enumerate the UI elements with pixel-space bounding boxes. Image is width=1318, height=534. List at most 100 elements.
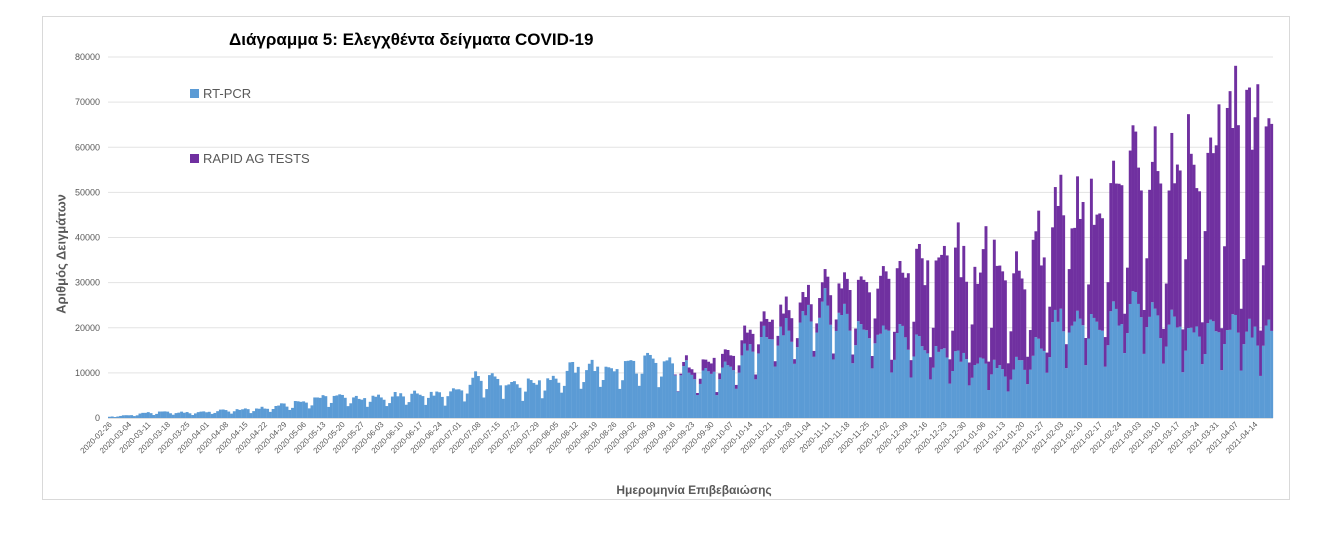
bar-rt-pcr — [698, 383, 702, 418]
bar-rt-pcr — [449, 391, 453, 418]
legend-label-rt-pcr: RT-PCR — [203, 86, 252, 101]
bar-rt-pcr — [673, 375, 677, 418]
bar-rapid-ag — [1009, 331, 1013, 380]
bar-rapid-ag — [840, 288, 844, 316]
bar-rapid-ag — [1156, 171, 1160, 316]
bar-rapid-ag — [915, 248, 919, 335]
bar-rt-pcr — [687, 372, 691, 418]
bar-rapid-ag — [1034, 231, 1038, 338]
bar-rt-pcr — [1112, 301, 1116, 418]
bar-rapid-ag — [1003, 280, 1007, 377]
bar-rt-pcr — [856, 321, 860, 418]
bar-rt-pcr — [363, 398, 367, 418]
bar-rt-pcr — [659, 376, 663, 418]
bar-rapid-ag — [820, 282, 824, 302]
bar-rt-pcr — [443, 405, 447, 418]
bar-rt-pcr — [1123, 353, 1127, 418]
bar-rapid-ag — [1056, 205, 1060, 322]
bar-rapid-ag — [807, 284, 810, 305]
bar-rt-pcr — [346, 406, 350, 418]
bar-rt-pcr — [266, 408, 270, 418]
bar-rapid-ag — [981, 249, 985, 359]
bar-rapid-ag — [1078, 218, 1082, 319]
legend-swatch-rt-pcr — [190, 89, 199, 98]
bar-rt-pcr — [551, 375, 555, 418]
bar-rt-pcr — [726, 365, 730, 418]
bar-rt-pcr — [748, 344, 752, 418]
bar-rt-pcr — [1037, 338, 1041, 418]
bar-rt-pcr — [693, 379, 697, 418]
y-tick-label: 70000 — [75, 97, 100, 107]
bar-rt-pcr — [773, 366, 777, 418]
bar-rapid-ag — [934, 260, 938, 347]
bar-rapid-ag — [787, 310, 791, 331]
bar-rapid-ag — [876, 288, 880, 335]
bar-rapid-ag — [1220, 328, 1224, 371]
bar-rapid-ag — [1217, 104, 1221, 333]
bar-rapid-ag — [1095, 214, 1099, 322]
bar-rt-pcr — [382, 399, 386, 418]
bar-rt-pcr — [1239, 370, 1243, 418]
bar-rapid-ag — [1173, 183, 1177, 317]
bar-rt-pcr — [990, 374, 993, 418]
bar-rt-pcr — [543, 390, 547, 418]
bar-rt-pcr — [1098, 329, 1102, 418]
bar-rt-pcr — [596, 366, 600, 418]
bar-rapid-ag — [709, 363, 713, 374]
bar-rapid-ag — [1259, 330, 1263, 376]
bar-rt-pcr — [463, 401, 466, 418]
bar-rt-pcr — [898, 324, 902, 418]
bar-rt-pcr — [1220, 370, 1224, 418]
bar-rt-pcr — [496, 378, 500, 418]
bar-rt-pcr — [515, 384, 519, 418]
bar-rt-pcr — [152, 415, 156, 418]
bar-rt-pcr — [424, 404, 428, 418]
bar-rapid-ag — [707, 361, 711, 372]
bar-rt-pcr — [549, 379, 552, 418]
bar-rapid-ag — [721, 353, 724, 368]
bar-rapid-ag — [704, 359, 708, 369]
bar-rapid-ag — [1117, 183, 1121, 326]
bar-rt-pcr — [1173, 316, 1177, 418]
bar-rapid-ag — [854, 328, 858, 346]
bar-rt-pcr — [837, 312, 841, 418]
bar-rapid-ag — [926, 260, 930, 354]
bar-rapid-ag — [1145, 258, 1149, 328]
bar-rt-pcr — [1181, 372, 1185, 418]
bar-rt-pcr — [318, 397, 322, 418]
bar-rapid-ag — [978, 272, 982, 358]
bar-rapid-ag — [884, 271, 888, 330]
bar-rt-pcr — [210, 413, 214, 418]
bar-rt-pcr — [654, 362, 658, 418]
bar-rt-pcr — [804, 315, 808, 418]
bar-rt-pcr — [296, 401, 300, 418]
bar-rapid-ag — [862, 279, 866, 330]
bar-rt-pcr — [790, 341, 794, 418]
bar-rt-pcr — [235, 409, 239, 418]
bar-rt-pcr — [931, 367, 935, 418]
bar-rt-pcr — [246, 409, 250, 418]
bar-rt-pcr — [967, 385, 971, 418]
bar-rt-pcr — [432, 395, 436, 418]
bar-rt-pcr — [1070, 325, 1074, 418]
bar-rt-pcr — [554, 378, 558, 418]
bar-rt-pcr — [618, 388, 622, 418]
bar-rt-pcr — [108, 416, 111, 418]
bar-rt-pcr — [920, 346, 924, 418]
bar-rt-pcr — [848, 330, 852, 418]
legend-item-rt-pcr: RT-PCR — [190, 86, 251, 101]
bar-rt-pcr — [1106, 345, 1110, 418]
bar-rt-pcr — [307, 408, 311, 418]
bar-rt-pcr — [282, 403, 286, 418]
bar-rt-pcr — [768, 339, 772, 418]
bar-rt-pcr — [823, 288, 827, 418]
bar-rapid-ag — [1192, 164, 1196, 333]
legend-item-rapid-ag: RAPID AG TESTS — [190, 151, 310, 166]
bar-rt-pcr — [1095, 321, 1099, 418]
bar-rt-pcr — [218, 409, 222, 418]
bar-rt-pcr — [707, 371, 711, 418]
bar-rt-pcr — [1062, 331, 1066, 418]
bar-rt-pcr — [1217, 332, 1221, 418]
bar-rt-pcr — [965, 359, 969, 418]
bar-rapid-ag — [1225, 107, 1229, 331]
